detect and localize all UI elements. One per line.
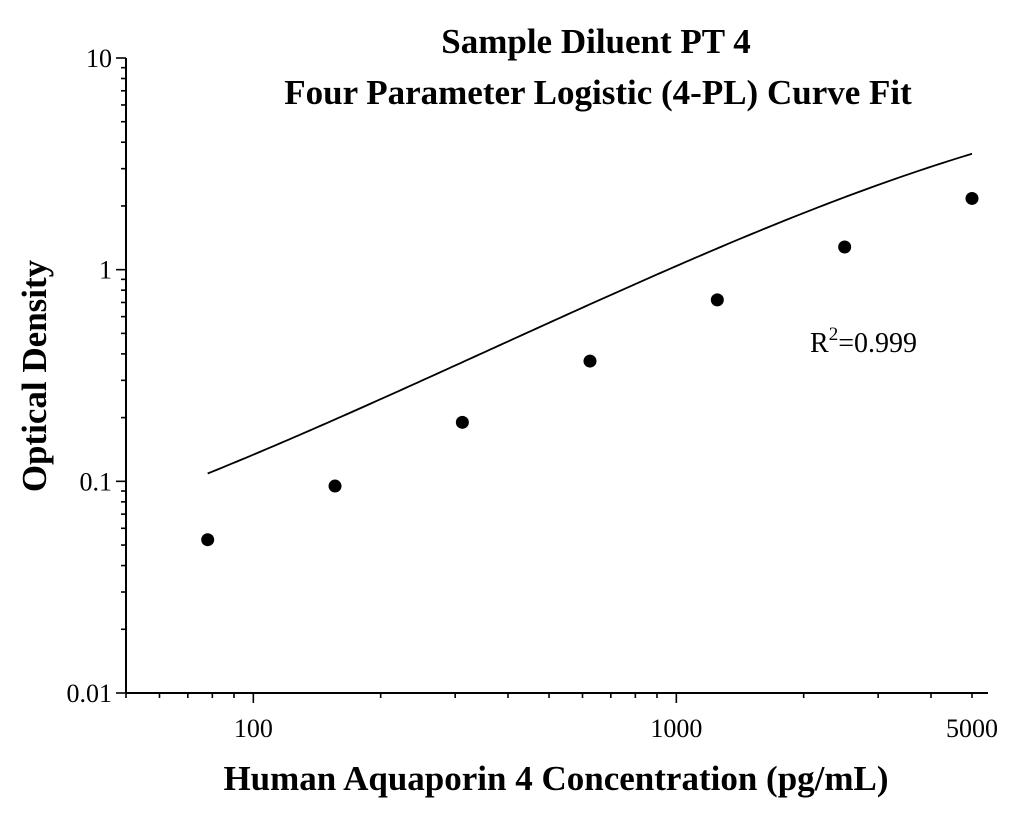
r-squared-base: R: [810, 328, 829, 359]
data-point: [328, 479, 342, 493]
r-squared-annotation: R2=0.999: [810, 324, 917, 359]
y-tick-label: 0.01: [67, 679, 113, 708]
ticks: [116, 57, 973, 703]
x-tick-label: 1000: [650, 714, 702, 743]
r-squared-value: =0.999: [838, 328, 917, 359]
y-tick-label: 0.1: [80, 467, 113, 496]
y-tick-label: 10: [86, 44, 112, 73]
data-point: [710, 293, 724, 307]
y-tick-label: 1: [99, 256, 112, 285]
tick-labels: 0.01 0.1 1 10 100 1000 5000: [67, 44, 999, 743]
data-point: [455, 415, 469, 429]
data-point: [965, 191, 979, 205]
data-points: [201, 191, 979, 547]
data-point: [583, 354, 597, 368]
x-tick-label: 100: [234, 714, 273, 743]
chart-title-line1: Sample Diluent PT 4: [441, 22, 751, 61]
y-axis-title: Optical Density: [15, 259, 54, 492]
r-squared-superscript: 2: [829, 324, 839, 345]
x-tick-label: 5000: [946, 714, 998, 743]
fit-curve: [207, 152, 973, 475]
x-axis-title: Human Aquaporin 4 Concentration (pg/mL): [223, 759, 888, 798]
data-point: [201, 533, 215, 547]
data-point: [838, 240, 852, 254]
axes: [125, 58, 988, 694]
chart-title-line2: Four Parameter Logistic (4-PL) Curve Fit: [284, 73, 912, 112]
